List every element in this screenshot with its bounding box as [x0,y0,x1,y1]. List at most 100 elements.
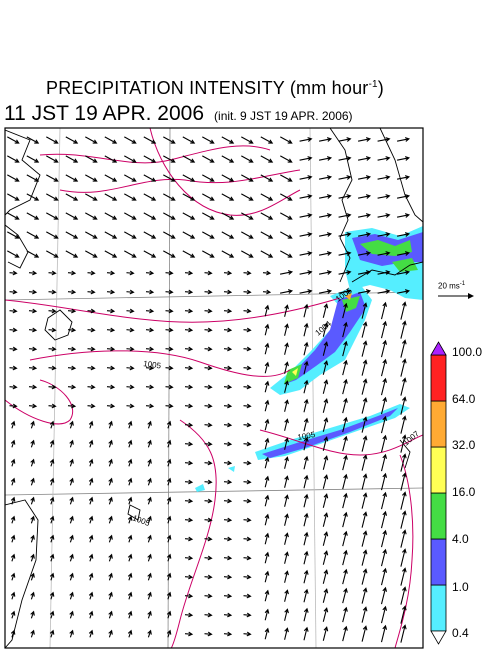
wind-arrow [88,553,94,562]
wind-arrow [284,589,289,602]
wind-arrow [377,270,391,275]
colorbar-label: 4.0 [452,532,469,546]
wind-arrow [9,270,18,276]
wind-arrow [88,439,94,448]
wind-arrow [88,610,94,619]
wind-arrow [361,568,368,585]
wind-arrow [361,511,368,528]
wind-arrow [322,607,329,622]
wind-arrow [264,475,270,488]
wind-arrow [88,477,94,486]
map-frame [4,127,424,649]
wind-arrow [318,289,333,294]
wind-arrow [264,399,270,412]
wind-arrow [243,593,252,599]
isobar-label: 1005 [131,513,151,528]
wind-arrow [49,496,55,505]
wind-arrow [303,398,309,413]
wind-arrow [106,403,116,409]
wind-arrow [322,455,329,470]
wind-arrow [303,455,309,470]
wind-arrow [85,193,98,201]
wind-arrow [204,498,213,504]
wind-arrow [221,174,235,182]
wind-arrow [87,270,96,276]
wind-arrow [243,308,252,314]
wind-arrow [260,193,274,201]
wind-arrow [126,308,135,314]
wind-arrow [223,422,233,428]
wind-arrow [104,231,118,239]
wind-arrow [299,289,313,294]
wind-arrow [145,327,155,333]
wind-arrow [26,136,40,144]
wind-arrow [342,530,348,547]
wind-arrow [262,289,272,295]
wind-arrow [303,512,309,527]
wind-arrow [338,213,352,218]
wind-arrow [202,250,215,258]
wind-arrow [299,175,313,180]
wind-arrow [184,422,194,428]
wind-arrow [303,531,309,546]
wind-arrow [400,358,407,377]
wind-arrow [223,441,233,447]
wind-arrow [202,155,215,163]
wind-arrow [9,384,18,390]
wind-arrow [46,231,59,239]
colorbar-segment [430,354,447,402]
wind-arrow [243,536,252,542]
wind-arrow [357,194,372,199]
wind-arrow [342,492,348,509]
wind-arrow [145,384,155,390]
wind-arrow [303,417,309,432]
wind-arrow [30,534,35,543]
wind-arrow [400,434,407,453]
wind-arrow [46,193,59,201]
wind-arrow [400,605,407,624]
wind-arrow [318,156,333,161]
wind-arrow [342,340,348,357]
wind-arrow [202,193,215,201]
wind-arrow [202,136,215,144]
wind-arrow [143,174,157,182]
wind-arrow [400,339,407,358]
wind-arrow [380,529,388,548]
wind-arrow [30,439,35,448]
wind-arrow [322,436,329,451]
wind-arrow [124,155,137,163]
wind-arrow [127,553,133,562]
wind-arrow [69,477,74,486]
wind-arrow [396,289,411,294]
wind-arrow [163,193,176,201]
wind-arrow [284,494,289,507]
wind-arrow [380,301,388,320]
wind-arrow [48,270,57,276]
wind-arrow [145,308,155,314]
wind-arrow [338,289,352,294]
wind-arrow [400,510,407,529]
wind-arrow [10,553,16,562]
wind-arrow [143,136,157,144]
wind-arrow [322,626,329,641]
wind-arrow [127,496,133,505]
wind-arrow [184,631,194,637]
wind-arrow [284,342,289,355]
wind-arrow [49,610,55,619]
wind-arrow [85,136,98,144]
wind-arrow [241,193,254,201]
wind-arrow [264,437,270,450]
wind-arrow [223,631,233,637]
wind-arrow [9,308,18,314]
wind-arrow [48,308,57,314]
wind-arrow [143,231,157,239]
wind-arrow [243,631,252,637]
wind-arrow [28,346,38,352]
wind-arrow [284,361,289,374]
wind-arrow [7,231,20,239]
wind-arrow [7,174,20,182]
wind-arrow [243,289,252,295]
wind-arrow [104,193,118,201]
wind-arrow [69,629,74,638]
wind-arrow [260,212,274,220]
